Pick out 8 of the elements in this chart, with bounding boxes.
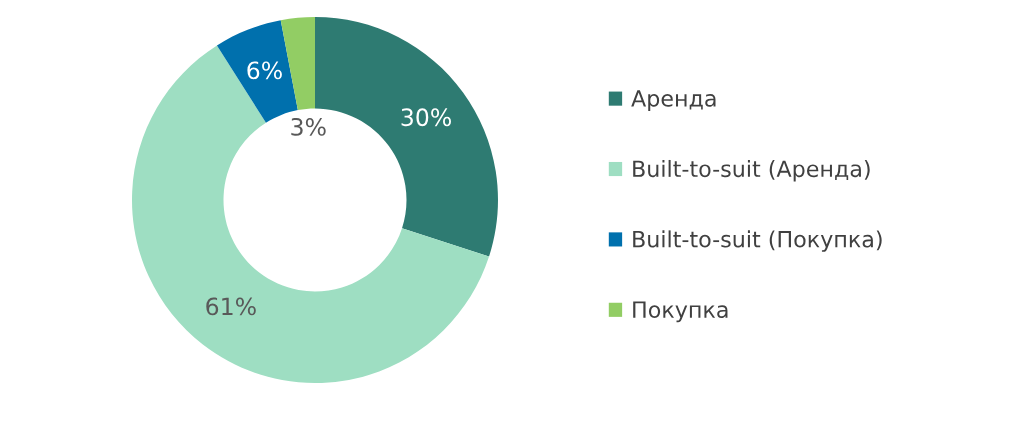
data-label: 30%: [401, 108, 451, 127]
data-label: 6%: [247, 61, 282, 80]
legend-label: Built-to-suit (Покупка): [633, 230, 882, 252]
data-label: 61%: [206, 297, 256, 316]
legend-label: Покупка: [633, 301, 728, 323]
legend-label: Аренда: [631, 90, 716, 112]
legend-label: Built-to-suit (Аренда): [633, 159, 870, 182]
data-label: 3%: [291, 117, 326, 136]
